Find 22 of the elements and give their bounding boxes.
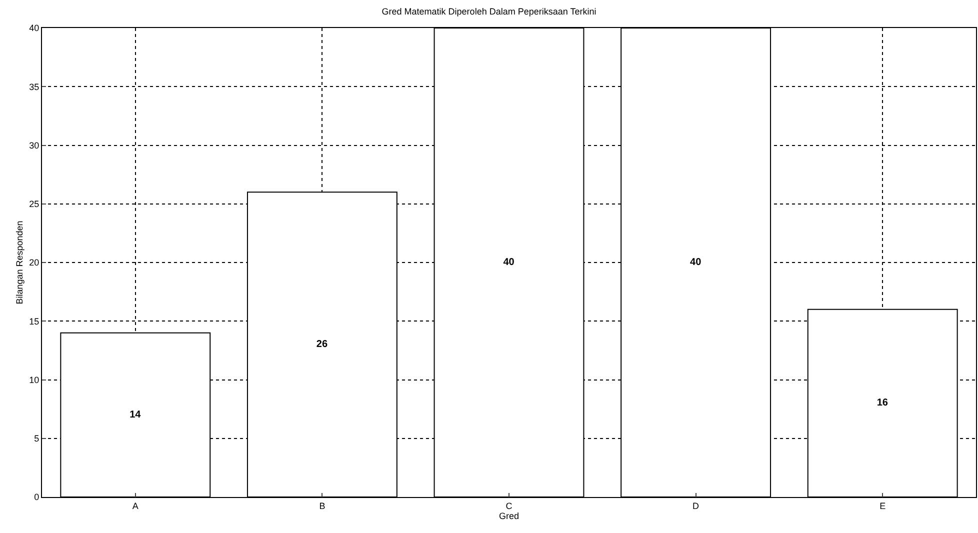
y-tick-label: 35 [29,82,40,92]
x-tick-label: B [319,500,326,511]
x-tick-label: D [692,500,700,511]
data-label: 40 [690,257,702,268]
y-tick-label: 40 [29,23,40,34]
x-tick-label: A [132,500,138,511]
data-label: 14 [130,409,142,420]
x-tick-label: E [880,500,886,511]
y-tick-label: 25 [29,199,40,210]
data-label: 26 [316,339,328,350]
data-label: 40 [503,257,515,268]
y-tick-label: 15 [29,316,40,326]
chart-title: Gred Matematik Diperoleh Dalam Peperiksaan Terkini [382,6,596,16]
y-tick-label: 5 [34,434,40,444]
y-axis-title: Bilangan Responden [14,220,25,304]
y-tick-label: 0 [34,492,40,502]
x-axis-title: Gred [498,510,520,521]
y-tick-label: 30 [29,140,40,150]
x-tick-label: C [506,500,513,511]
y-tick-label: 10 [29,374,40,385]
y-tick-label: 20 [29,258,40,268]
data-label: 16 [876,398,888,409]
